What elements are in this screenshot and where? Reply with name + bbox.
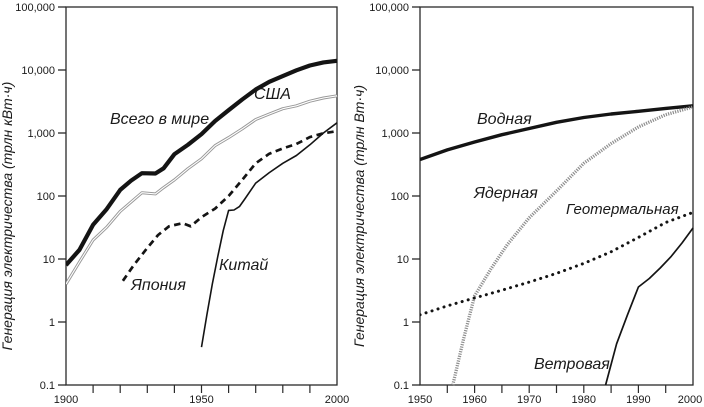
- y-tick-label: 100: [37, 191, 55, 203]
- x-tick-label: 1950: [189, 394, 213, 406]
- y-tick-label: 10: [43, 254, 55, 266]
- y-tick-label: 100,000: [369, 2, 409, 14]
- y-tick-label: 1: [403, 317, 409, 329]
- series-label-usa: США: [254, 86, 291, 103]
- y-tick-label: 10,000: [375, 65, 409, 77]
- series-line-geothermal: [420, 210, 695, 317]
- y-tick-label: 100,000: [15, 2, 55, 14]
- x-tick-label: 1900: [54, 394, 78, 406]
- y-axis-title-left: Генерация электричества (трлн кВт·ч): [0, 82, 15, 351]
- series-label-hydro: Водная: [477, 111, 532, 128]
- series-label-world: Всего в мире: [110, 111, 209, 128]
- series-line-hydro: [420, 104, 694, 162]
- y-tick-label: 1,000: [381, 128, 409, 140]
- plot-box-right: [419, 6, 694, 386]
- y-tick-label: 10,000: [21, 65, 55, 77]
- series-label-japan: Япония: [130, 277, 186, 294]
- series-label-wind: Ветровая: [534, 356, 610, 373]
- x-tick-label: 1950: [408, 394, 432, 406]
- chart-left: 100,000 10,000 1,000 100 10 1 0.1 1900 1950 2000 В…: [0, 2, 349, 406]
- series-group-right: [420, 104, 695, 386]
- series-group-left: [66, 58, 338, 348]
- series-line-china: [200, 122, 338, 348]
- x-tick-label: 1980: [572, 394, 596, 406]
- x-tick-label: 1970: [517, 394, 541, 406]
- x-tick-label: 2000: [325, 394, 349, 406]
- series-line-nuclear: [451, 105, 694, 386]
- y-tick-label: 10: [397, 254, 409, 266]
- series-line-core-usa: [66, 95, 338, 285]
- series-line-wind: [604, 227, 694, 386]
- chart-right: 100,000 10,000 1,000 100 10 1 0.1 1950 1960 1970 1…: [351, 2, 702, 406]
- y-tick-label: 1: [49, 317, 55, 329]
- series-line-world: [66, 58, 338, 267]
- y-tick-label: 1,000: [27, 128, 55, 140]
- y-axis-title-right: Генерация электричества (трлн Вт·ч): [351, 85, 367, 347]
- series-label-geothermal: Геотермальная: [566, 201, 679, 218]
- x-tick-label: 2000: [678, 394, 702, 406]
- y-tick-label: 100: [391, 191, 409, 203]
- y-tick-label: 0.1: [394, 380, 409, 392]
- x-tick-label: 1960: [462, 394, 486, 406]
- x-tick-label: 1990: [626, 394, 650, 406]
- y-tick-label: 0.1: [40, 380, 55, 392]
- series-line-japan: [121, 129, 338, 282]
- series-label-china: Китай: [219, 257, 268, 274]
- plot-box-left: [65, 6, 338, 386]
- series-label-nuclear: Ядерная: [473, 185, 538, 202]
